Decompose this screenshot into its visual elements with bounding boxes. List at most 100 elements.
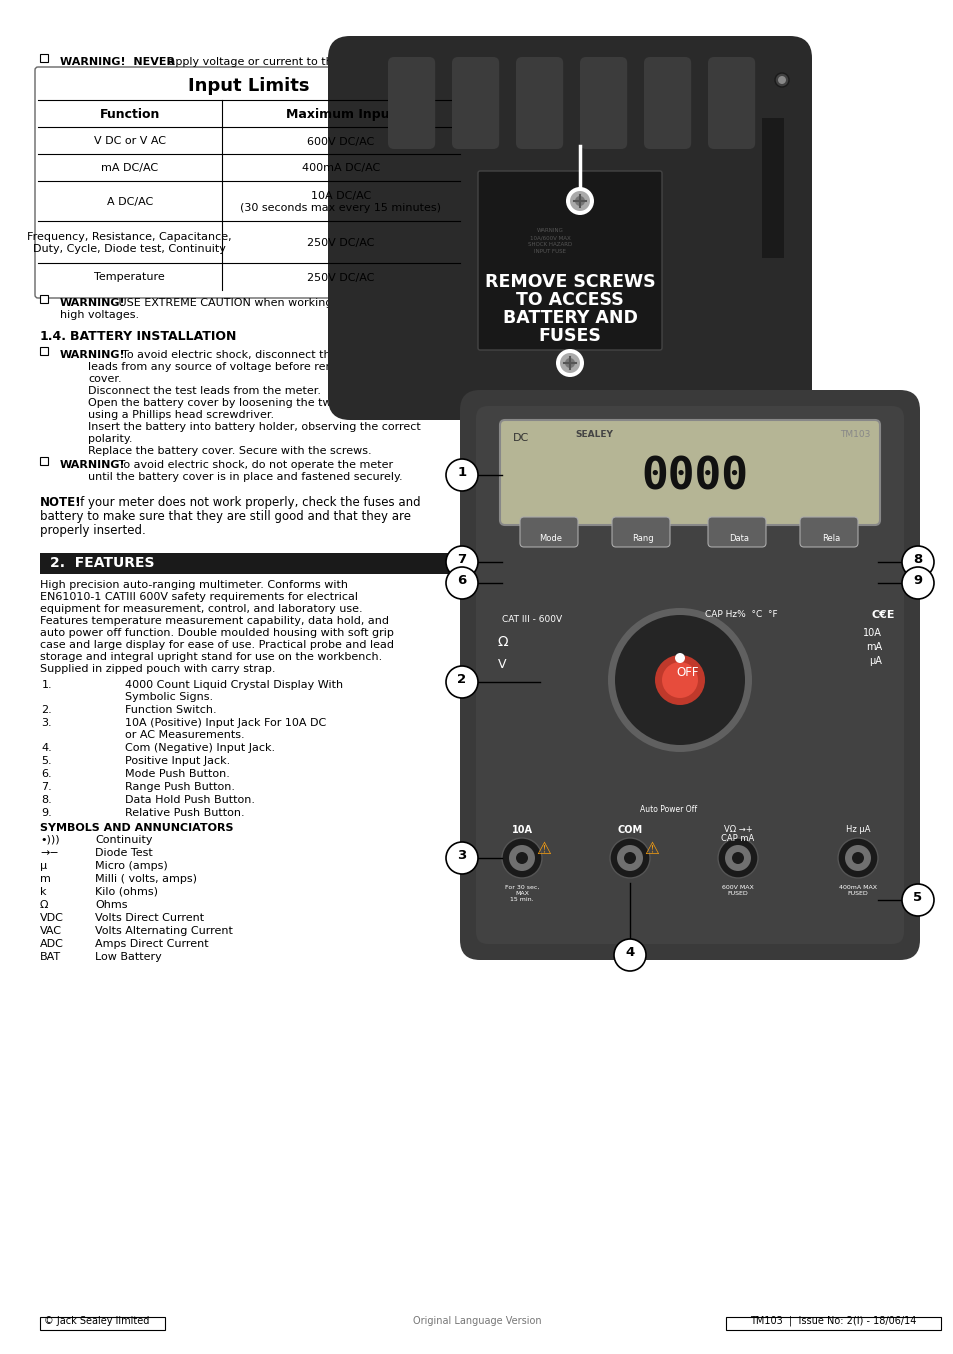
Text: 3: 3: [456, 849, 466, 862]
Circle shape: [851, 852, 863, 864]
FancyBboxPatch shape: [643, 57, 691, 149]
Text: VDC: VDC: [40, 913, 64, 923]
FancyBboxPatch shape: [35, 66, 462, 298]
Text: WARNING!  NEVER: WARNING! NEVER: [60, 57, 174, 66]
Circle shape: [718, 838, 758, 877]
Text: properly inserted.: properly inserted.: [40, 524, 146, 538]
FancyBboxPatch shape: [612, 517, 669, 547]
Text: INPUT FUSE: INPUT FUSE: [534, 249, 565, 255]
Text: k: k: [40, 887, 47, 896]
Text: 8.: 8.: [41, 795, 52, 806]
Text: SYMBOLS AND ANNUNCIATORS: SYMBOLS AND ANNUNCIATORS: [40, 823, 233, 833]
Text: Replace the battery cover. Secure with the screws.: Replace the battery cover. Secure with t…: [88, 445, 372, 456]
Text: 10A: 10A: [511, 825, 532, 835]
Text: μA: μA: [868, 655, 882, 666]
Text: Micro (amps): Micro (amps): [95, 861, 168, 871]
Text: 4: 4: [625, 946, 634, 959]
Text: 3.: 3.: [41, 718, 52, 728]
FancyBboxPatch shape: [516, 57, 562, 149]
Text: ⚠: ⚠: [644, 839, 659, 858]
Text: Input Limits: Input Limits: [188, 77, 310, 95]
Text: SHOCK HAZARD: SHOCK HAZARD: [527, 242, 572, 246]
Bar: [761, 118, 783, 259]
Text: auto power off function. Double moulded housing with soft grip: auto power off function. Double moulded …: [40, 628, 394, 638]
Text: FUSES: FUSES: [538, 328, 600, 345]
FancyBboxPatch shape: [579, 57, 626, 149]
FancyBboxPatch shape: [328, 37, 811, 420]
Text: USE EXTREME CAUTION when working with: USE EXTREME CAUTION when working with: [115, 298, 359, 307]
Circle shape: [446, 459, 477, 492]
Text: V: V: [497, 658, 506, 672]
Text: 6.: 6.: [41, 769, 52, 779]
Circle shape: [623, 852, 636, 864]
Text: Relative Push Button.: Relative Push Button.: [125, 808, 244, 818]
Circle shape: [501, 838, 541, 877]
Bar: [40, 458, 48, 464]
Text: Disconnect the test leads from the meter.: Disconnect the test leads from the meter…: [88, 386, 320, 395]
Text: •))): •))): [40, 835, 59, 845]
Text: μ: μ: [40, 861, 47, 871]
Text: 1.4.: 1.4.: [40, 330, 67, 343]
Circle shape: [617, 845, 642, 871]
Text: 10A: 10A: [862, 628, 882, 638]
Text: CAT III - 600V: CAT III - 600V: [501, 615, 561, 624]
Text: Positive Input Jack.: Positive Input Jack.: [125, 756, 230, 766]
Text: Low Battery: Low Battery: [95, 952, 162, 961]
Circle shape: [446, 546, 477, 578]
Text: 600V DC/AC: 600V DC/AC: [307, 137, 374, 146]
Circle shape: [446, 567, 477, 598]
Bar: [40, 54, 48, 62]
FancyBboxPatch shape: [725, 1317, 940, 1330]
Text: Diode Test: Diode Test: [95, 848, 152, 858]
Circle shape: [901, 567, 933, 598]
Circle shape: [661, 662, 698, 699]
Circle shape: [575, 196, 584, 206]
Circle shape: [774, 73, 788, 87]
Text: mA DC/AC: mA DC/AC: [101, 164, 158, 173]
Circle shape: [675, 653, 684, 663]
Text: If your meter does not work properly, check the fuses and: If your meter does not work properly, ch…: [73, 496, 420, 509]
Text: Supplied in zipped pouch with carry strap.: Supplied in zipped pouch with carry stra…: [40, 663, 275, 674]
Text: 5: 5: [912, 891, 922, 904]
Text: Ohms: Ohms: [95, 900, 128, 910]
Circle shape: [901, 546, 933, 578]
Text: Com (Negative) Input Jack.: Com (Negative) Input Jack.: [125, 743, 274, 753]
Text: 10A/600V MAX: 10A/600V MAX: [529, 236, 570, 240]
Text: CAP mA: CAP mA: [720, 834, 754, 844]
Circle shape: [844, 845, 870, 871]
Circle shape: [565, 187, 594, 215]
Text: Volts Alternating Current: Volts Alternating Current: [95, 926, 233, 936]
FancyBboxPatch shape: [800, 517, 857, 547]
Text: SEALEY: SEALEY: [575, 431, 612, 439]
Text: V DC or V AC: V DC or V AC: [93, 137, 166, 146]
Text: 600V MAX
FUSED: 600V MAX FUSED: [721, 886, 753, 896]
Text: 10A DC/AC
(30 seconds max every 15 minutes): 10A DC/AC (30 seconds max every 15 minut…: [240, 191, 441, 213]
Text: COM: COM: [617, 825, 642, 835]
Text: OFF: OFF: [676, 666, 699, 678]
Circle shape: [509, 845, 535, 871]
Text: equipment for measurement, control, and laboratory use.: equipment for measurement, control, and …: [40, 604, 362, 613]
Text: 1.: 1.: [41, 680, 52, 691]
Text: battery to make sure that they are still good and that they are: battery to make sure that they are still…: [40, 510, 411, 523]
Text: 9.: 9.: [41, 808, 52, 818]
FancyBboxPatch shape: [459, 390, 919, 960]
Text: Mode: Mode: [539, 533, 562, 543]
Text: 5.: 5.: [41, 756, 52, 766]
Text: Range Push Button.: Range Push Button.: [125, 783, 234, 792]
Circle shape: [569, 191, 589, 211]
Text: Ω: Ω: [40, 900, 49, 910]
Text: 400mA DC/AC: 400mA DC/AC: [301, 164, 379, 173]
Text: WARNING!: WARNING!: [60, 460, 126, 470]
Circle shape: [724, 845, 750, 871]
Circle shape: [564, 357, 575, 368]
Text: Mode Push Button.: Mode Push Button.: [125, 769, 230, 779]
Text: 2.: 2.: [41, 705, 52, 715]
Text: 1: 1: [456, 466, 466, 479]
Text: 250V DC/AC: 250V DC/AC: [307, 272, 375, 283]
Circle shape: [446, 842, 477, 873]
Text: WARNING: WARNING: [536, 227, 563, 233]
Text: 250V DC/AC: 250V DC/AC: [307, 238, 375, 248]
Text: 6: 6: [456, 574, 466, 588]
Text: VAC: VAC: [40, 926, 62, 936]
Circle shape: [609, 838, 649, 877]
